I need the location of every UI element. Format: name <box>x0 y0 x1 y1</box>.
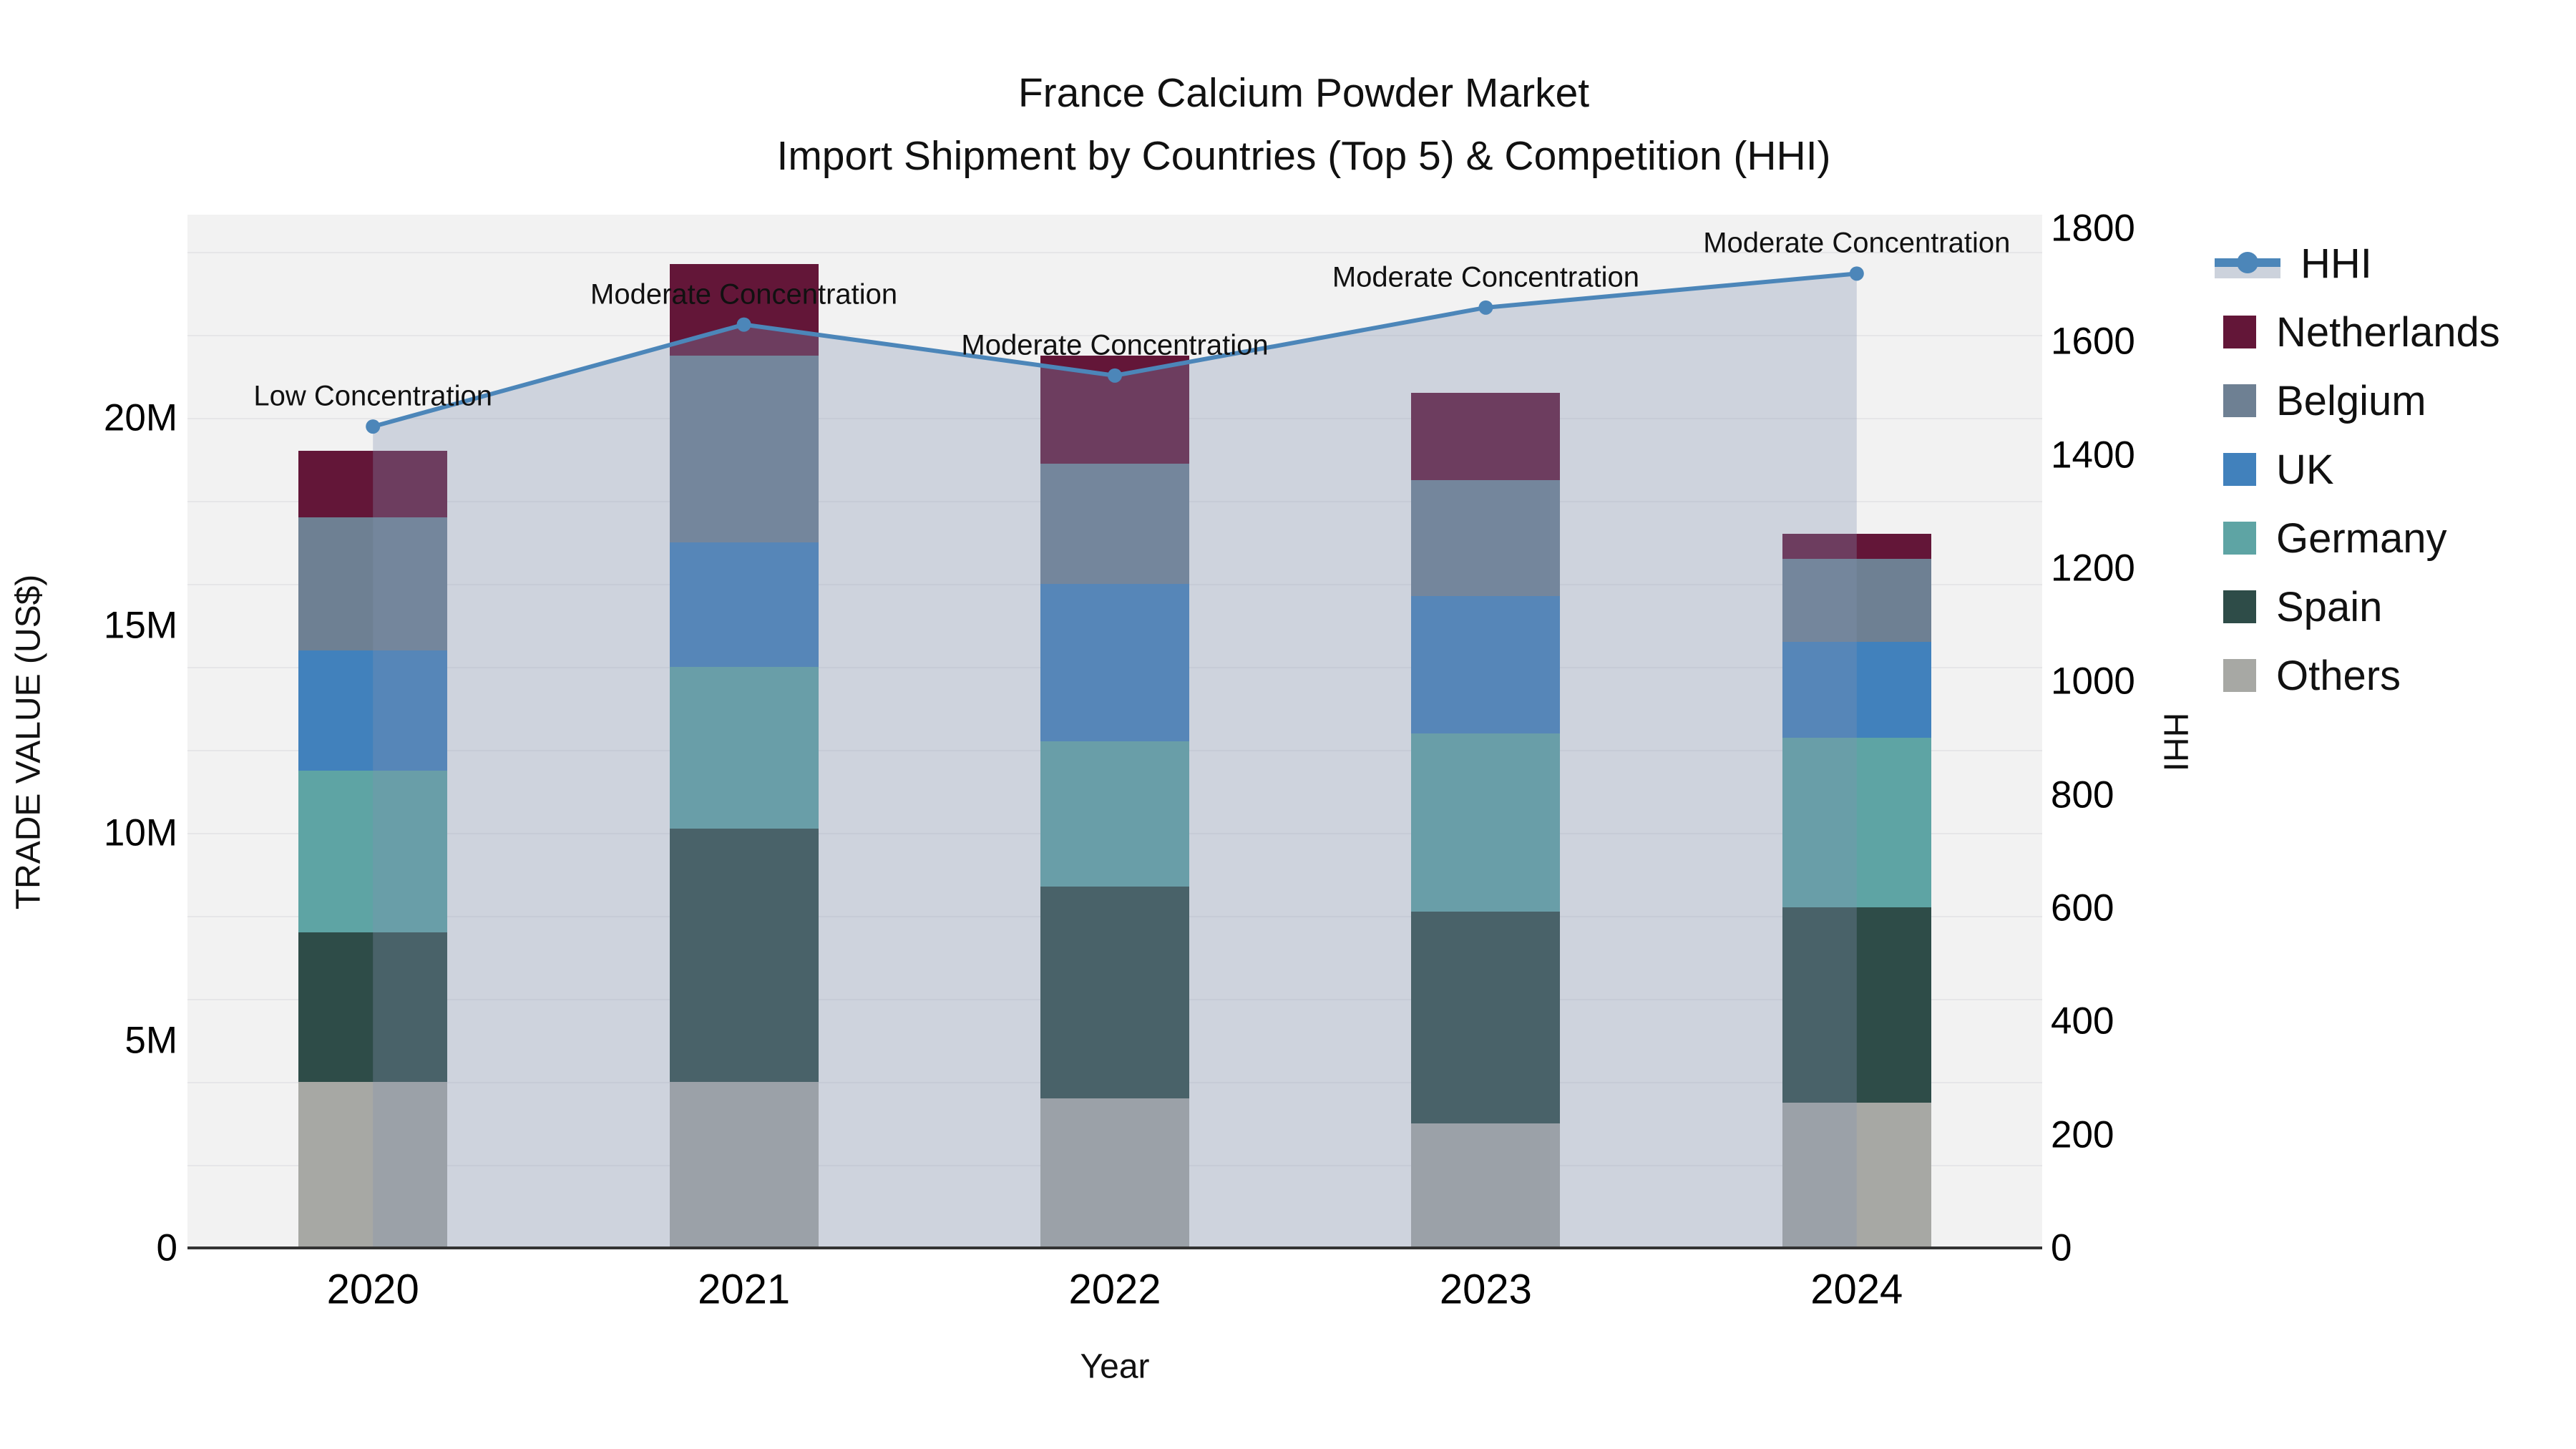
legend-item-belgium[interactable]: Belgium <box>2215 366 2426 435</box>
legend-item-uk[interactable]: UK <box>2215 435 2334 504</box>
legend-swatch-spain <box>2223 590 2256 623</box>
left-axis-title: TRADE VALUE (US$) <box>9 574 48 910</box>
bar-2024-belgium[interactable] <box>1782 559 1931 643</box>
legend-label-spain: Spain <box>2276 583 2383 630</box>
right-tick-600: 600 <box>2051 887 2114 930</box>
bar-2023-germany[interactable] <box>1411 733 1561 912</box>
bar-2022-others[interactable] <box>1040 1098 1189 1248</box>
chart-subtitle: Import Shipment by Countries (Top 5) & C… <box>776 133 1831 179</box>
legend-swatch-germany <box>2223 522 2256 555</box>
right-tick-1000: 1000 <box>2051 660 2135 703</box>
bar-2024-germany[interactable] <box>1782 737 1931 908</box>
right-tick-1200: 1200 <box>2051 547 2135 590</box>
hhi-annotation-2021: Moderate Concentration <box>590 278 898 311</box>
legend-swatch-uk <box>2223 453 2256 486</box>
x-axis-line <box>187 1246 2042 1249</box>
legend-swatch-netherlands <box>2223 316 2256 348</box>
x-tick-2021: 2021 <box>698 1266 791 1313</box>
bar-2022-netherlands[interactable] <box>1040 356 1189 464</box>
right-tick-1800: 1800 <box>2051 207 2135 250</box>
right-tick-200: 200 <box>2051 1113 2114 1156</box>
right-tick-0: 0 <box>2051 1226 2072 1269</box>
bar-2022-spain[interactable] <box>1040 887 1189 1099</box>
left-tick-10M: 10M <box>103 811 177 854</box>
bar-2023-spain[interactable] <box>1411 912 1561 1123</box>
bar-2023-others[interactable] <box>1411 1123 1561 1248</box>
hhi-annotation-2020: Low Concentration <box>253 380 492 412</box>
legend-label-uk: UK <box>2276 446 2334 493</box>
legend-item-others[interactable]: Others <box>2215 641 2401 710</box>
legend-label-hhi: HHI <box>2301 240 2372 287</box>
x-tick-2023: 2023 <box>1439 1266 1532 1313</box>
bar-2023-belgium[interactable] <box>1411 480 1561 597</box>
legend-item-hhi[interactable]: HHI <box>2215 229 2372 298</box>
bar-2022-belgium[interactable] <box>1040 463 1189 584</box>
legend-swatch-belgium <box>2223 384 2256 417</box>
bar-2021-others[interactable] <box>669 1082 819 1248</box>
bar-2020-netherlands[interactable] <box>298 451 448 518</box>
bar-2022-germany[interactable] <box>1040 741 1189 887</box>
hhi-annotation-2023: Moderate Concentration <box>1332 261 1639 293</box>
bar-2024-uk[interactable] <box>1782 642 1931 738</box>
bar-2020-others[interactable] <box>298 1082 448 1248</box>
hhi-annotation-2022: Moderate Concentration <box>961 329 1269 361</box>
bar-2021-uk[interactable] <box>669 542 819 667</box>
bar-2020-spain[interactable] <box>298 932 448 1082</box>
bar-2023-uk[interactable] <box>1411 596 1561 733</box>
chart-title: France Calcium Powder Market <box>1018 70 1590 116</box>
legend-swatch-others <box>2223 659 2256 692</box>
bar-2022-uk[interactable] <box>1040 584 1189 742</box>
left-tick-0: 0 <box>156 1226 177 1269</box>
legend-item-germany[interactable]: Germany <box>2215 504 2447 572</box>
legend-item-spain[interactable]: Spain <box>2215 572 2382 641</box>
x-tick-2024: 2024 <box>1810 1266 1903 1313</box>
left-tick-5M: 5M <box>125 1019 177 1062</box>
bar-2021-spain[interactable] <box>669 829 819 1082</box>
legend-label-germany: Germany <box>2276 514 2447 562</box>
bar-2023-netherlands[interactable] <box>1411 393 1561 480</box>
right-tick-800: 800 <box>2051 774 2114 816</box>
left-tick-20M: 20M <box>103 396 177 439</box>
bar-2021-belgium[interactable] <box>669 356 819 542</box>
plot-area <box>187 215 2042 1248</box>
legend-label-belgium: Belgium <box>2276 377 2426 424</box>
right-tick-1600: 1600 <box>2051 320 2135 363</box>
legend-label-others: Others <box>2276 652 2401 699</box>
bar-2020-germany[interactable] <box>298 771 448 933</box>
bar-2024-others[interactable] <box>1782 1103 1931 1248</box>
right-tick-400: 400 <box>2051 1000 2114 1043</box>
gridline <box>187 252 2042 253</box>
legend-label-netherlands: Netherlands <box>2276 308 2500 356</box>
bar-2020-belgium[interactable] <box>298 517 448 650</box>
x-tick-2022: 2022 <box>1068 1266 1161 1313</box>
bar-2020-uk[interactable] <box>298 650 448 771</box>
right-axis-title: HHI <box>2156 712 2195 772</box>
legend-item-netherlands[interactable]: Netherlands <box>2215 298 2500 366</box>
x-tick-2020: 2020 <box>326 1266 419 1313</box>
x-axis-title: Year <box>1080 1347 1150 1386</box>
bar-2021-germany[interactable] <box>669 667 819 829</box>
bar-2024-netherlands[interactable] <box>1782 534 1931 560</box>
hhi-legend-glyph <box>2215 245 2280 281</box>
bar-2024-spain[interactable] <box>1782 907 1931 1103</box>
right-tick-1400: 1400 <box>2051 434 2135 477</box>
left-tick-15M: 15M <box>103 604 177 647</box>
hhi-annotation-2024: Moderate Concentration <box>1703 227 2011 259</box>
